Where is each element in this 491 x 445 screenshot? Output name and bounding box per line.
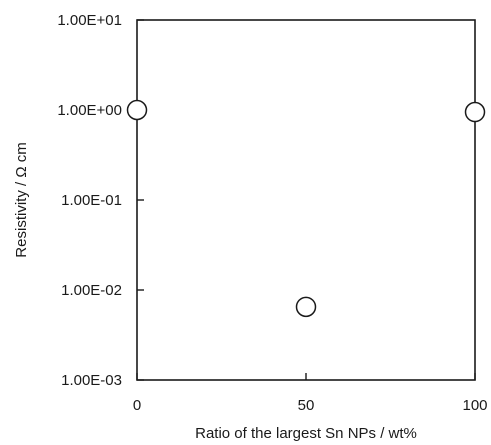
y-tick-label: 1.00E-01 [61,192,122,209]
y-tick-label: 1.00E-03 [61,372,122,389]
x-axis-ticks: 0 50 100 [133,373,488,414]
x-tick-label: 0 [133,397,141,414]
y-tick-label: 1.00E+00 [57,102,122,119]
data-point [464,101,486,123]
data-points [126,99,486,318]
y-tick-label: 1.00E-02 [61,282,122,299]
y-tick-label: 1.00E+01 [57,12,122,29]
x-tick-label: 100 [462,397,487,414]
y-axis-ticks: 1.00E-03 1.00E-02 1.00E-01 1.00E+00 1.00E+01 [57,12,144,389]
x-tick-label: 50 [298,397,315,414]
plot-frame [136,19,476,381]
data-point [126,99,148,121]
x-axis-label: Ratio of the largest Sn NPs / wt% [195,425,417,442]
y-axis-label: Resistivity / Ω cm [13,142,30,257]
data-point [295,296,317,318]
